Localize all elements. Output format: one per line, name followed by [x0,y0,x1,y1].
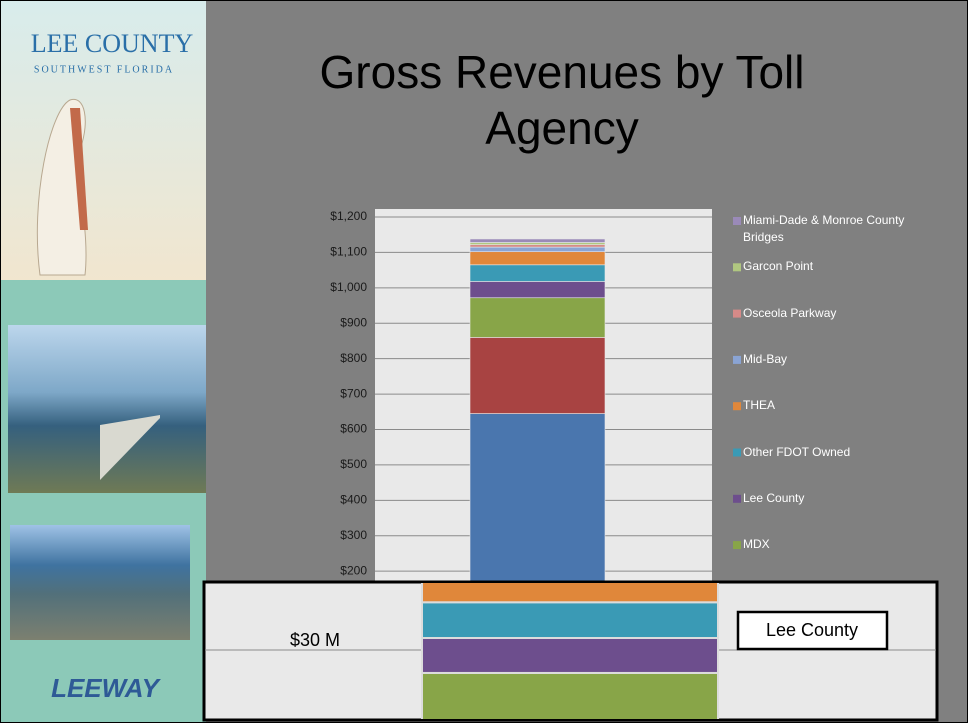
legend-swatch [733,217,741,225]
legend-label: Mid-Bay [743,351,788,366]
y-tick-label: $1,200 [330,209,367,223]
y-tick-label: $700 [340,386,367,400]
legend-swatch [733,402,741,411]
legend-swatch [733,448,741,457]
inset-segment [421,671,719,719]
bridge [100,415,160,480]
chart-title: Gross Revenues by Toll Agency [319,46,805,154]
bar-segment [469,242,606,245]
bar-segment [469,251,606,266]
y-tick-label: $1,000 [330,280,367,294]
bar-segment [469,337,606,414]
legend-swatch [733,355,741,364]
footer-logo: LEEWAY [51,673,162,703]
bar-segment [469,264,606,282]
bar-segment [469,246,606,253]
logo: LEE COUNTY [31,29,194,58]
y-tick-label: $1,100 [330,245,367,259]
legend-swatch [733,494,741,503]
bar-segment [469,244,606,248]
legend-swatch [733,309,741,318]
y-tick-label: $200 [340,563,367,577]
inset-segment [421,637,719,674]
legend-swatch [733,541,741,550]
legend-swatch [733,263,741,272]
y-tick-label: $600 [340,422,367,436]
y-tick-label: $800 [340,351,367,365]
sidebar-header [0,0,206,280]
inset [205,583,936,719]
inset-segment [421,601,719,640]
bar-segment [469,281,606,299]
legend-label: THEA [743,398,776,413]
bar-segment [469,297,606,338]
pelican-beak [70,108,88,230]
tagline: SOUTHWEST FLORIDA [34,64,174,75]
photo [10,525,190,640]
legend-label: MDX [743,537,770,552]
legend-label: Garcon Point [743,259,814,274]
legend-label: Osceola Parkway [743,305,837,320]
y-tick-label: $900 [340,315,367,329]
y-tick-label: $500 [340,457,367,471]
y-tick-label: $300 [340,528,367,542]
inset-label: $30 M [290,630,340,650]
callout-label: Lee County [766,620,858,640]
legend-label: Other FDOT Owned [743,444,851,459]
inset-segment [421,583,719,604]
y-tick-label: $400 [340,493,367,507]
bar-segment [469,238,606,243]
legend-label: Lee County [743,490,805,505]
legend-label: Miami-Dade & Monroe County Bridges [743,213,905,244]
callout-box [736,610,889,651]
